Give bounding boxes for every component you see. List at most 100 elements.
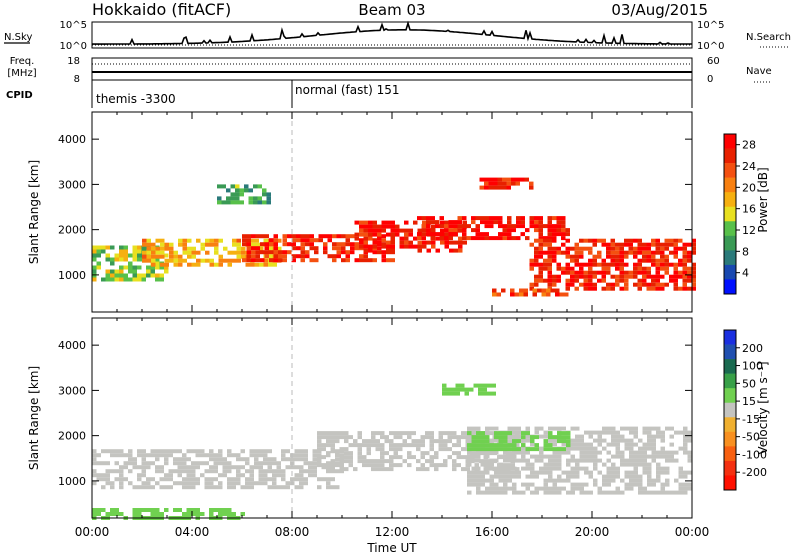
heatmap-cell [287, 234, 292, 239]
heatmap-cell [494, 443, 499, 448]
heatmap-cell [236, 453, 241, 458]
heatmap-cell [543, 434, 548, 439]
heatmap-cell [615, 266, 620, 271]
heatmap-cell [132, 277, 137, 282]
heatmap-cell [646, 258, 651, 263]
heatmap-cell [534, 435, 539, 440]
heatmap-cell [651, 490, 656, 495]
heatmap-cell [260, 250, 265, 255]
heatmap-cell [407, 451, 412, 456]
heatmap-cell [597, 238, 602, 243]
heatmap-cell [619, 254, 624, 259]
heatmap-cell [678, 486, 683, 491]
heatmap-cell [615, 454, 620, 459]
heatmap-cell [507, 232, 512, 237]
heatmap-cell [110, 449, 115, 454]
heatmap-cell [452, 435, 457, 440]
heatmap-cell [593, 466, 598, 471]
heatmap-cell [687, 258, 692, 263]
heatmap-cell [110, 485, 115, 490]
heatmap-cell [123, 453, 128, 458]
heatmap-cell [660, 250, 665, 255]
heatmap-cell [345, 242, 350, 247]
heatmap-cell [476, 435, 481, 440]
heatmap-cell [502, 236, 507, 241]
heatmap-cell [110, 269, 115, 274]
heatmap-cell [660, 242, 665, 247]
heatmap-cell [146, 258, 151, 263]
heatmap-cell [480, 443, 485, 448]
heatmap-cell [254, 465, 259, 470]
heatmap-cell [561, 447, 566, 452]
heatmap-cell [300, 258, 305, 263]
heatmap-cell [493, 177, 498, 182]
heatmap-cell [393, 443, 398, 448]
heatmap-cell [624, 242, 629, 247]
heatmap-cell [475, 216, 480, 221]
heatmap-cell [443, 439, 448, 444]
heatmap-cell [276, 485, 281, 490]
heatmap-cell [386, 232, 391, 237]
nsky-label: N.Sky [4, 32, 32, 43]
heatmap-cell [371, 467, 376, 472]
heatmap-cell [687, 486, 692, 491]
heatmap-cell [638, 458, 643, 463]
heatmap-cell [534, 224, 539, 229]
heatmap-cell [687, 270, 692, 275]
heatmap-cell [339, 469, 344, 474]
heatmap-cell [691, 286, 696, 291]
heatmap-cell [510, 463, 515, 468]
heatmap-cell [683, 446, 688, 451]
heatmap-cell [308, 473, 313, 478]
heatmap-cell [218, 457, 223, 462]
heatmap-cell [642, 458, 647, 463]
heatmap-cell [151, 246, 156, 251]
heatmap-cell [344, 467, 349, 472]
heatmap-cell [438, 443, 443, 448]
heatmap-cell [520, 224, 525, 229]
heatmap-cell [357, 435, 362, 440]
heatmap-cell [267, 457, 272, 462]
heatmap-cell [656, 474, 661, 479]
heatmap-cell [303, 457, 308, 462]
heatmap-cell [272, 469, 277, 474]
heatmap-cell [381, 238, 386, 243]
heatmap-cell [92, 457, 97, 462]
heatmap-cell [173, 461, 178, 466]
heatmap-cell [462, 232, 467, 237]
heatmap-cell [146, 242, 151, 247]
heatmap-cell [359, 244, 364, 249]
heatmap-cell [511, 228, 516, 233]
heatmap-cell [647, 482, 652, 487]
heatmap-cell [92, 257, 97, 262]
heatmap-cell [593, 482, 598, 487]
heatmap-cell [556, 262, 561, 267]
heatmap-cell [417, 228, 422, 233]
heatmap-cell [471, 430, 476, 435]
heatmap-cell [539, 470, 544, 475]
heatmap-cell [380, 459, 385, 464]
heatmap-cell [101, 477, 106, 482]
heatmap-cell [348, 435, 353, 440]
heatmap-cell [498, 478, 503, 483]
heatmap-cell [656, 466, 661, 471]
heatmap-cell [282, 242, 287, 247]
heatmap-cell [543, 486, 548, 491]
heatmap-cell [178, 262, 183, 267]
heatmap-cell [507, 216, 512, 221]
heatmap-cell [341, 258, 346, 263]
heatmap-cell [507, 426, 512, 431]
heatmap-cell [482, 383, 487, 388]
heatmap-cell [317, 435, 322, 440]
heatmap-cell [471, 443, 476, 448]
heatmap-cell [350, 250, 355, 255]
heatmap-cell [615, 490, 620, 495]
heatmap-cell [290, 465, 295, 470]
heatmap-cell [314, 250, 319, 255]
heatmap-cell [339, 447, 344, 452]
heatmap-cell [160, 254, 165, 259]
heatmap-cell [345, 258, 350, 263]
heatmap-cell [674, 458, 679, 463]
heatmap-cell [366, 439, 371, 444]
